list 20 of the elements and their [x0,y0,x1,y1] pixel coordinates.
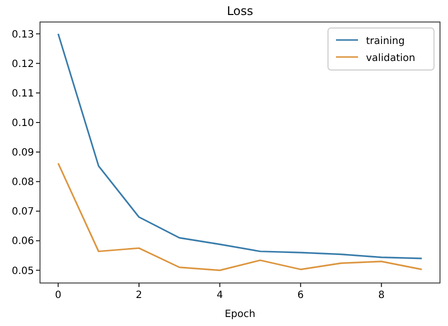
x-tick-label: 8 [378,290,385,301]
y-tick-label: 0.09 [12,148,34,159]
y-tick-label: 0.11 [12,88,34,100]
chart-title: Loss [226,4,254,18]
y-tick-label: 0.06 [12,236,34,248]
legend-label: validation [366,53,416,64]
line-series [57,33,423,260]
x-axis-title: Epoch [224,309,256,320]
x-tick-label: 6 [297,290,304,301]
y-tick-label: 0.12 [12,58,34,70]
legend-label: training [366,36,405,47]
y-tick-label: 0.13 [12,29,34,40]
line-series [57,162,423,272]
y-tick-label: 0.05 [12,266,34,277]
x-tick-label: 0 [54,290,62,301]
x-tick-label: 4 [216,290,223,301]
y-tick-label: 0.08 [12,177,34,188]
y-tick-label: 0.07 [12,206,34,218]
x-tick-label: 2 [136,290,142,301]
y-tick-label: 0.10 [12,118,34,129]
